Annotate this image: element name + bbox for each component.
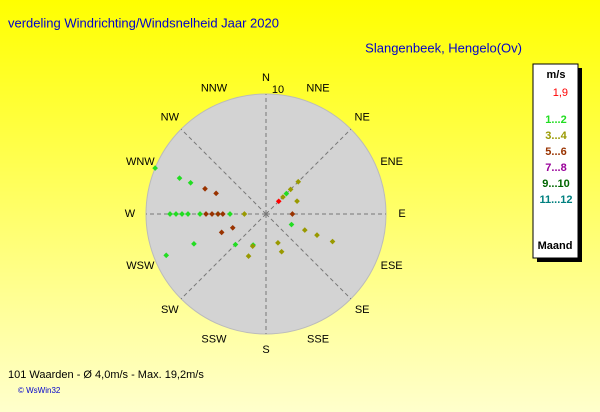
legend-calm: 1,9 — [553, 87, 568, 99]
data-point — [209, 211, 215, 217]
data-point — [197, 211, 203, 217]
direction-label: ESE — [381, 260, 403, 272]
data-point — [329, 238, 336, 245]
calm-point — [275, 198, 282, 205]
data-point — [301, 227, 308, 233]
direction-label: SSW — [201, 334, 227, 346]
direction-label: W — [125, 208, 136, 220]
data-point — [249, 243, 256, 249]
direction-label: NNE — [306, 82, 329, 94]
data-point — [278, 248, 285, 255]
data-point — [245, 253, 252, 259]
data-point — [179, 211, 185, 217]
direction-label: WNW — [126, 156, 155, 168]
legend-label: 9...10 — [542, 178, 570, 190]
spoke — [180, 128, 267, 215]
data-point — [232, 241, 239, 248]
data-point — [229, 224, 236, 231]
data-point — [280, 194, 286, 200]
data-point — [191, 241, 197, 247]
data-point — [176, 175, 183, 182]
data-point — [227, 211, 233, 217]
data-point — [185, 211, 191, 217]
footer: 101 Waarden - Ø 4,0m/s - Max. 19,2m/s — [8, 369, 204, 381]
data-point — [203, 211, 209, 217]
data-point — [294, 198, 300, 204]
data-point — [287, 186, 294, 193]
chart-title: verdeling Windrichting/Windsnelheid Jaar… — [8, 15, 279, 30]
data-point — [218, 229, 225, 236]
credit: © WsWin32 — [18, 386, 61, 395]
spoke — [180, 213, 267, 300]
direction-label: SSE — [307, 334, 329, 346]
r-tick-label: 10 — [272, 84, 284, 96]
direction-label: S — [262, 344, 269, 356]
chart-subtitle: Slangenbeek, Hengelo(Ov) — [365, 40, 522, 55]
legend-label: 3...4 — [545, 130, 567, 142]
spoke — [265, 128, 352, 215]
spoke — [265, 213, 352, 300]
data-point — [152, 165, 158, 171]
data-point — [295, 178, 302, 185]
direction-label: WSW — [126, 260, 155, 272]
direction-label: NW — [161, 112, 180, 124]
data-point — [173, 211, 179, 217]
data-point — [314, 232, 320, 238]
legend-title: m/s — [547, 69, 566, 81]
data-point — [167, 211, 173, 217]
direction-label: NE — [355, 112, 370, 124]
direction-label: SE — [355, 304, 370, 316]
data-point — [241, 211, 248, 217]
data-point — [187, 179, 194, 186]
data-point — [163, 252, 170, 259]
legend-footer: Maand — [538, 240, 573, 252]
data-point — [275, 239, 281, 246]
legend-label: 5...6 — [545, 146, 566, 158]
data-point — [215, 211, 221, 217]
direction-label: E — [398, 208, 405, 220]
direction-label: ENE — [380, 156, 403, 168]
data-point — [288, 221, 295, 228]
legend-label: 11...12 — [539, 194, 572, 206]
data-point — [289, 211, 296, 217]
legend-box — [532, 63, 579, 259]
direction-label: SW — [161, 304, 179, 316]
data-point — [219, 211, 226, 217]
direction-label: NNW — [201, 82, 228, 94]
legend-label: 7...8 — [545, 162, 566, 174]
data-point — [283, 190, 290, 197]
legend-label: 1...2 — [545, 114, 566, 126]
data-point — [213, 190, 219, 197]
data-point — [202, 185, 208, 192]
direction-label: N — [262, 72, 270, 84]
